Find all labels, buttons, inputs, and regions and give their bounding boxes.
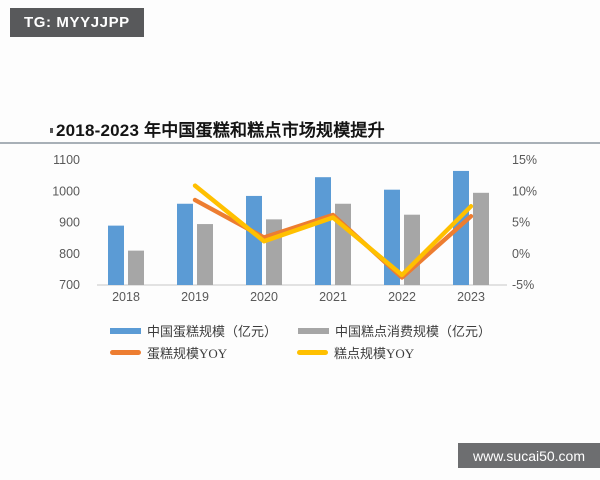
bar <box>197 224 213 285</box>
svg-text:10%: 10% <box>512 184 537 198</box>
watermark-url: www.sucai50.com <box>472 447 586 464</box>
legend-item-pastry-yoy: 糕点规模YOY <box>297 343 414 362</box>
bar <box>128 250 144 285</box>
title-bullet <box>50 128 53 133</box>
watermark-bar: www.sucai50.com <box>458 443 600 468</box>
yoy-line-1 <box>192 183 474 278</box>
tg-badge-label: TG: MYYJJPP <box>24 14 130 31</box>
svg-text:2022: 2022 <box>388 290 416 304</box>
bar <box>177 203 193 285</box>
left-axis-labels: 1100 1000 900 800 700 <box>52 153 80 292</box>
svg-text:1000: 1000 <box>52 184 80 198</box>
svg-text:0%: 0% <box>512 247 530 261</box>
bar <box>335 203 351 285</box>
legend-swatch-pastry-yoy <box>297 350 328 355</box>
chart-legend: 中国蛋糕规模（亿元） 中国糕点消费规模（亿元） 蛋糕规模YOY 糕点规模YOY <box>0 316 600 364</box>
svg-text:5%: 5% <box>512 216 530 230</box>
bars-series-0 <box>108 170 469 285</box>
legend-item-cake-yoy: 蛋糕规模YOY <box>110 343 227 362</box>
tg-badge: TG: MYYJJPP <box>10 8 144 37</box>
bar <box>266 219 282 285</box>
legend-item-pastry-size: 中国糕点消费规模（亿元） <box>298 321 491 340</box>
page-title: 2018-2023 年中国蛋糕和糕点市场规模提升 <box>56 121 385 140</box>
legend-item-cake-size: 中国蛋糕规模（亿元） <box>110 321 277 340</box>
legend-swatch-cake-size <box>110 327 141 334</box>
svg-text:2018: 2018 <box>112 290 140 304</box>
bar <box>315 177 331 285</box>
legend-label-pastry-size: 中国糕点消费规模（亿元） <box>335 324 492 339</box>
svg-text:1100: 1100 <box>53 153 80 167</box>
bar <box>246 195 262 285</box>
svg-text:900: 900 <box>59 216 80 230</box>
svg-text:2020: 2020 <box>250 290 278 304</box>
svg-text:700: 700 <box>59 278 80 292</box>
legend-label-pastry-yoy: 糕点规模YOY <box>334 346 415 361</box>
yoy-line-0 <box>192 197 474 280</box>
svg-text:2019: 2019 <box>181 290 209 304</box>
legend-swatch-cake-yoy <box>110 350 141 355</box>
title-divider <box>0 142 600 144</box>
legend-label-cake-yoy: 蛋糕规模YOY <box>147 346 228 361</box>
svg-text:15%: 15% <box>512 153 537 167</box>
svg-text:2021: 2021 <box>319 290 347 304</box>
x-axis-labels: 2018 2019 2020 2021 2022 2023 <box>112 290 485 304</box>
bar <box>108 225 124 285</box>
legend-label-cake-size: 中国蛋糕规模（亿元） <box>147 324 278 339</box>
right-axis-labels: 15% 10% 5% 0% -5% <box>512 153 537 292</box>
svg-text:800: 800 <box>59 247 80 261</box>
bar <box>473 192 489 285</box>
svg-text:2023: 2023 <box>457 290 485 304</box>
svg-text:-5%: -5% <box>512 278 534 292</box>
legend-swatch-pastry-size <box>298 327 329 334</box>
